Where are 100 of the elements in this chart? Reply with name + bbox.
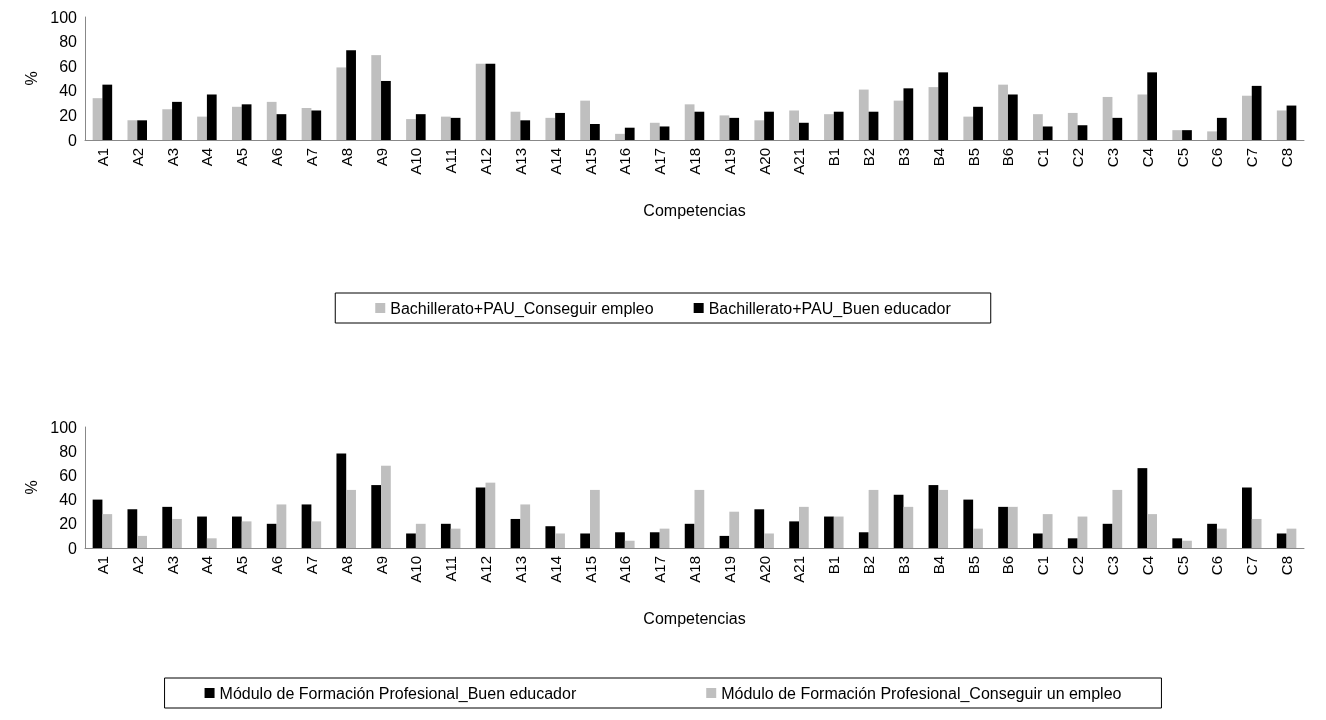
bar <box>1102 523 1113 548</box>
bar <box>545 526 556 548</box>
bar <box>868 111 879 140</box>
bar <box>336 67 347 140</box>
bar <box>868 489 879 548</box>
bar <box>858 532 869 548</box>
x-tick-label: A8 <box>337 556 355 575</box>
bar <box>475 487 486 548</box>
bar <box>684 523 695 548</box>
bar <box>301 108 312 140</box>
x-tick-label: B2 <box>860 148 878 167</box>
x-tick-label: A7 <box>302 556 320 575</box>
x-tick-label: B4 <box>929 556 947 575</box>
x-tick-label: A1 <box>93 148 111 167</box>
bar <box>1276 533 1287 548</box>
x-axis-title: Competencias <box>643 201 746 219</box>
bar <box>1216 117 1227 140</box>
bar <box>1007 506 1018 548</box>
bar <box>1182 540 1192 548</box>
bar <box>719 115 730 140</box>
bar <box>694 111 705 140</box>
legend-label: Módulo de Formación Profesional_Conseguir un empleo <box>721 684 1122 703</box>
x-tick-label: C4 <box>1138 556 1156 576</box>
bar <box>893 100 904 140</box>
bar <box>998 84 1008 140</box>
bar <box>1286 105 1297 140</box>
x-tick-label: A4 <box>198 556 216 575</box>
bar <box>520 504 531 548</box>
bar <box>789 521 799 548</box>
bar <box>1216 528 1227 548</box>
x-tick-label: C1 <box>1034 556 1052 576</box>
x-tick-label: A17 <box>651 556 669 583</box>
bar <box>206 94 217 140</box>
bar <box>833 516 844 548</box>
bar <box>893 494 904 548</box>
x-tick-label: C6 <box>1208 556 1226 576</box>
bar <box>450 117 461 140</box>
bar <box>555 112 565 140</box>
y-tick-label: 80 <box>59 33 78 51</box>
bar <box>590 124 600 140</box>
bar <box>858 89 869 140</box>
bar <box>694 489 705 548</box>
x-tick-label: A21 <box>790 556 808 583</box>
bar <box>440 523 451 548</box>
bar <box>520 120 531 140</box>
x-tick-label: A5 <box>233 148 251 167</box>
bar <box>1112 117 1123 140</box>
bar <box>475 63 486 140</box>
bar <box>798 122 809 140</box>
bar <box>371 485 382 548</box>
bar <box>659 126 670 140</box>
bar <box>580 100 591 140</box>
bar <box>824 516 834 548</box>
bar <box>1112 489 1123 548</box>
bar <box>336 453 347 548</box>
x-tick-label: C8 <box>1278 556 1296 576</box>
bar <box>615 532 625 548</box>
x-tick-label: B5 <box>964 148 982 167</box>
x-tick-label: B3 <box>894 556 912 575</box>
bar <box>1137 468 1148 548</box>
x-tick-label: A16 <box>616 148 634 175</box>
x-tick-label: A3 <box>163 556 181 575</box>
x-tick-label: B4 <box>929 148 947 167</box>
x-tick-label: A9 <box>372 148 390 167</box>
x-tick-label: A14 <box>546 556 564 583</box>
bar <box>649 532 660 548</box>
x-tick-label: A18 <box>686 148 703 175</box>
x-tick-label: A13 <box>511 556 529 583</box>
bar <box>266 523 277 548</box>
bar <box>162 109 173 140</box>
x-tick-label: C5 <box>1173 148 1191 168</box>
bar <box>973 528 983 548</box>
bar <box>729 117 740 140</box>
bar <box>127 509 138 548</box>
x-tick-label: A9 <box>372 556 390 575</box>
y-axis-title: % <box>22 480 40 495</box>
y-tick-label: 40 <box>59 82 78 100</box>
bar <box>510 518 521 548</box>
bar <box>963 499 974 548</box>
bar <box>197 516 207 548</box>
x-tick-label: A5 <box>233 556 251 575</box>
x-tick-label: C2 <box>1069 148 1087 168</box>
bar <box>1172 130 1183 140</box>
x-tick-label: C5 <box>1173 556 1191 576</box>
x-tick-label: A7 <box>302 148 320 167</box>
bar <box>172 101 182 140</box>
y-tick-label: 60 <box>59 466 78 484</box>
bar <box>590 489 600 548</box>
bar <box>1137 94 1148 140</box>
bar <box>1077 125 1088 140</box>
bar <box>231 106 242 140</box>
bar <box>729 511 740 548</box>
x-tick-label: A3 <box>163 148 181 167</box>
bar <box>1033 114 1043 140</box>
x-axis-title: Competencias <box>643 609 746 627</box>
bar <box>197 116 207 140</box>
bar <box>1251 518 1262 548</box>
x-tick-label: C6 <box>1208 148 1226 168</box>
legend-label: Módulo de Formación Profesional_Buen educador <box>219 684 577 703</box>
bar <box>973 106 983 140</box>
